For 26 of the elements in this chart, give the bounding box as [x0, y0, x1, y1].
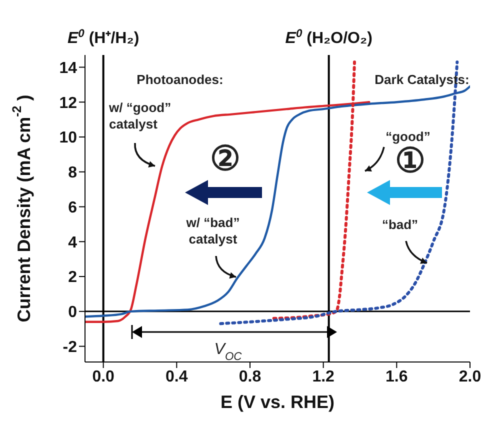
x-tick-label: 2.0 [458, 368, 482, 386]
y-tick-label: 0 [68, 304, 78, 322]
x-tick-label: 1.2 [312, 368, 335, 386]
ref-line-label: E$^{0}$ (H⁺/H₂) [67, 28, 140, 47]
x-tick-label: 0.8 [238, 368, 262, 386]
x-tick-label: 0.4 [166, 368, 188, 386]
y-tick-label: 4 [68, 234, 78, 252]
y-tick-label: 6 [68, 199, 78, 216]
y-tick-label: 8 [68, 164, 78, 182]
y-tick-label: 12 [59, 94, 78, 112]
ref-line-label: E$^{0}$ (H₂O/O₂) [285, 28, 372, 47]
annotation: w/ “bad” catalyst [185, 215, 240, 246]
annotation: “bad” [382, 217, 418, 232]
annotation: w/ “good” catalyst [108, 100, 172, 132]
annotation: “good” [386, 129, 430, 144]
annotation: Dark Catalysts: [374, 72, 470, 87]
y-tick-label: 2 [68, 269, 78, 286]
annotation: ② [210, 140, 240, 178]
x-axis-title: E (V vs. RHE) [220, 392, 335, 412]
x-tick-label: 1.6 [386, 368, 408, 386]
annotation: V$_{OC}$ [214, 341, 243, 363]
y-tick-label: 14 [59, 60, 78, 77]
y-tick-label: 10 [59, 130, 78, 147]
annotation: Photoanodes: [136, 72, 224, 87]
x-tick-label: 0.0 [92, 368, 115, 386]
y-tick-label: -2 [62, 338, 78, 356]
